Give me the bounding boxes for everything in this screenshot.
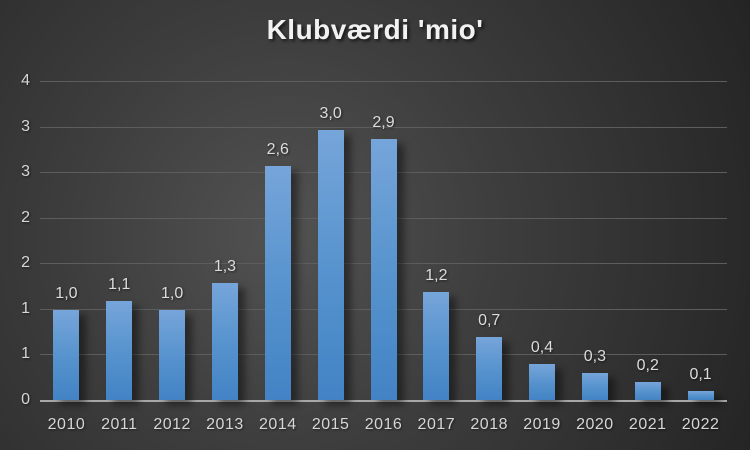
bar-value-label: 0,4 [530,339,554,356]
y-axis-tick-label: 3 [21,117,30,135]
bar-value-label: 2,6 [266,141,289,158]
bar-value-label: 0,1 [689,366,712,383]
y-axis-tick-label: 0 [21,391,30,408]
y-axis-tick-label: 1 [21,345,30,363]
gridline [40,81,727,82]
x-axis-tick-label: 2014 [259,416,297,433]
gridline [40,126,727,128]
x-axis-tick-label: 2013 [206,416,244,433]
chart-title: Klubværdi 'mio' [266,14,484,45]
y-axis-tick-label: 3 [21,163,30,181]
x-axis-tick-label: 2019 [523,416,561,433]
bar-value-label: 0,2 [636,357,659,374]
x-axis-tick-label: 2021 [628,416,667,433]
y-axis-tick-label: 1 [21,299,30,317]
bar-2017[interactable] [423,292,450,400]
bar-value-label: 1,1 [108,276,131,293]
y-axis-tick-label: 2 [21,254,30,272]
bar-2019[interactable] [529,364,556,400]
x-axis-tick-label: 2012 [153,416,191,433]
y-axis-tick-label: 2 [21,208,30,226]
x-axis-tick-label: 2018 [470,416,508,433]
bar-2011[interactable] [106,301,133,400]
x-axis-tick-label: 2020 [576,416,614,433]
x-axis-tick-label: 2022 [681,416,720,433]
bar-2012[interactable] [159,310,186,400]
bar-2016[interactable] [370,139,397,400]
bar-2010[interactable] [53,310,80,400]
bar-value-label: 2,9 [372,114,395,131]
bar-value-label: 1,0 [160,285,184,302]
x-axis-tick-label: 2016 [364,416,403,433]
bar-value-label: 0,3 [583,348,606,365]
x-axis-tick-label: 2011 [101,416,138,433]
x-axis-tick-label: 2015 [311,416,350,433]
bar-2018[interactable] [476,337,503,400]
bar-2021[interactable] [634,382,661,400]
bar-2022[interactable] [687,391,714,400]
bar-2020[interactable] [581,373,608,400]
x-axis-tick-label: 2010 [47,416,86,433]
x-axis-tick-label: 2017 [417,416,456,433]
bar-value-label: 1,2 [425,267,448,284]
bar-2013[interactable] [211,283,238,400]
bar-2014[interactable] [264,166,291,400]
y-axis-tick-label: 4 [21,72,30,89]
bar-2015[interactable] [317,130,344,400]
bar-value-label: 1,3 [213,258,237,275]
bar-value-label: 1,0 [55,285,78,302]
bar-value-label: 0,7 [478,312,501,329]
bar-value-label: 3,0 [319,105,342,122]
plot-area: 4 3 3 2 2 1 1 0 1,0 2010 1,1 2011 1,0 2012 1,3 2013 2,6 2… [21,72,727,433]
